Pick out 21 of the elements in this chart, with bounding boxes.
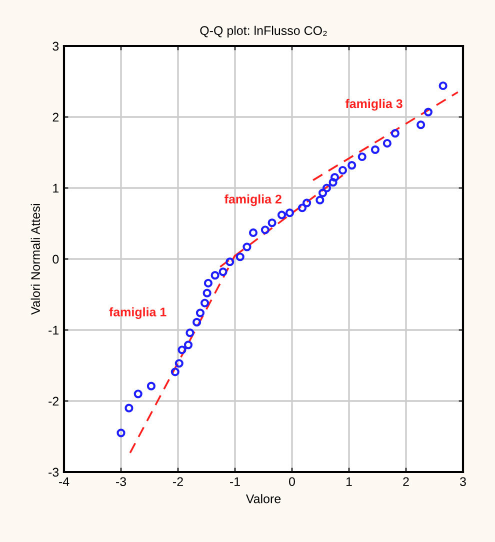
x-axis-title: Valore xyxy=(246,494,281,504)
y-tick-label: 3 xyxy=(52,42,59,51)
x-tick-label: -1 xyxy=(230,477,240,486)
x-tick-label: 0 xyxy=(289,477,295,486)
y-tick-label: 1 xyxy=(53,184,59,193)
y-tick-label: -2 xyxy=(48,396,59,406)
y-tick-label: 2 xyxy=(52,112,59,122)
annotation: famiglia 1 xyxy=(109,307,166,319)
y-axis-title: Valori Normali Attesi xyxy=(30,204,40,315)
y-tick-label: -1 xyxy=(48,326,59,335)
x-tick-label: 3 xyxy=(460,477,466,486)
x-tick-label: 2 xyxy=(403,477,409,486)
x-tick-label: -3 xyxy=(116,477,126,486)
y-tick-label: 0 xyxy=(52,254,59,264)
annotation: famiglia 3 xyxy=(345,98,402,111)
x-tick-label: -2 xyxy=(173,477,183,486)
x-tick-label: -4 xyxy=(59,477,70,486)
chart-title: Q-Q plot: lnFlusso CO₂ xyxy=(200,26,327,38)
annotation: famiglia 2 xyxy=(224,194,282,206)
y-tick-label: -3 xyxy=(48,468,59,477)
x-tick-label: 1 xyxy=(346,477,352,486)
